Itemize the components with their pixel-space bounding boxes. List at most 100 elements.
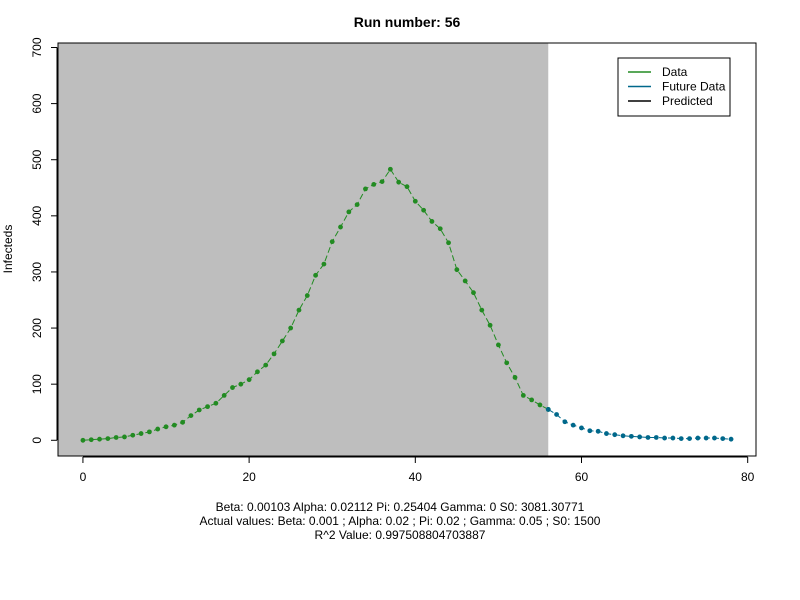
x-axis: 0 20 40 60 80 bbox=[80, 456, 755, 484]
y-axis: 0 100 200 300 400 500 600 700 bbox=[30, 37, 58, 444]
data-point bbox=[429, 219, 435, 224]
data-point bbox=[196, 407, 202, 413]
data-point bbox=[255, 369, 260, 375]
future-data-point bbox=[703, 435, 709, 441]
y-tick-label: 400 bbox=[30, 205, 44, 225]
data-point bbox=[88, 437, 94, 443]
future-data-point bbox=[712, 435, 717, 441]
legend-label: Future Data bbox=[662, 80, 726, 94]
data-point bbox=[313, 272, 318, 278]
future-data-point bbox=[720, 436, 726, 442]
data-point bbox=[138, 431, 144, 436]
y-tick-label: 100 bbox=[30, 374, 44, 394]
future-data-point bbox=[653, 435, 659, 440]
data-point bbox=[363, 186, 368, 192]
future-data-point bbox=[595, 428, 601, 434]
data-point bbox=[130, 432, 136, 438]
future-data-point bbox=[545, 407, 551, 412]
data-point bbox=[504, 360, 510, 366]
series-layer bbox=[80, 166, 734, 443]
future-data-point bbox=[612, 432, 618, 438]
future-data-point bbox=[678, 436, 684, 442]
future-data-point bbox=[695, 435, 701, 441]
data-point bbox=[155, 426, 161, 432]
data-point bbox=[80, 437, 86, 443]
data-point bbox=[113, 435, 119, 440]
y-tick-label: 700 bbox=[30, 37, 44, 57]
future-data-point bbox=[628, 433, 634, 439]
data-point bbox=[487, 322, 493, 328]
x-tick-label: 60 bbox=[575, 470, 589, 484]
data-point bbox=[238, 381, 244, 387]
chart-title: Run number: 56 bbox=[354, 14, 461, 30]
data-point bbox=[471, 290, 476, 296]
data-point bbox=[412, 198, 418, 204]
future-data-point bbox=[587, 428, 593, 434]
y-tick-label: 500 bbox=[30, 149, 44, 169]
future-data-point bbox=[570, 422, 576, 428]
data-point bbox=[338, 224, 343, 230]
data-point bbox=[446, 240, 451, 246]
data-point bbox=[263, 362, 269, 368]
data-point bbox=[147, 429, 152, 435]
shaded-region-layer bbox=[58, 43, 549, 456]
data-point bbox=[180, 419, 186, 425]
data-point bbox=[496, 342, 501, 348]
future-data-point bbox=[687, 436, 692, 442]
data-point bbox=[537, 402, 543, 408]
data-point bbox=[97, 436, 102, 442]
shaded-region bbox=[58, 43, 549, 456]
data-point bbox=[520, 392, 526, 398]
y-tick-label: 0 bbox=[30, 437, 44, 444]
y-tick-label: 600 bbox=[30, 93, 44, 113]
data-point bbox=[346, 209, 352, 215]
data-point bbox=[529, 397, 535, 403]
x-tick-label: 0 bbox=[80, 470, 87, 484]
future-data-point bbox=[662, 435, 667, 441]
y-tick-label: 300 bbox=[30, 262, 44, 282]
data-point bbox=[354, 202, 360, 208]
x-tick-label: 20 bbox=[242, 470, 256, 484]
x-tick-label: 80 bbox=[741, 470, 755, 484]
legend-label: Predicted bbox=[662, 94, 713, 108]
future-data-point bbox=[637, 434, 643, 440]
future-data-point bbox=[728, 436, 734, 442]
future-data-point bbox=[579, 425, 584, 431]
y-axis-label: Infecteds bbox=[1, 225, 15, 274]
x-tick-label: 40 bbox=[409, 470, 423, 484]
data-point bbox=[404, 184, 410, 190]
future-data-point bbox=[670, 435, 676, 441]
data-point bbox=[329, 239, 335, 245]
data-point bbox=[462, 278, 468, 284]
future-data-point bbox=[554, 412, 559, 417]
y-tick-label: 200 bbox=[30, 318, 44, 338]
fit-parameters-text: Beta: 0.00103 Alpha: 0.02112 Pi: 0.25404… bbox=[215, 500, 585, 514]
data-point bbox=[205, 404, 210, 410]
data-point bbox=[479, 307, 485, 313]
data-point bbox=[379, 179, 385, 185]
data-point bbox=[396, 179, 402, 185]
future-data-point bbox=[645, 435, 651, 440]
data-point bbox=[188, 413, 194, 418]
future-data-point bbox=[620, 433, 626, 439]
data-point bbox=[421, 207, 427, 213]
plot-frame bbox=[57, 42, 757, 457]
future-data-point bbox=[604, 431, 609, 436]
data-point bbox=[221, 392, 227, 398]
actual-values-text: Actual values: Beta: 0.001 ; Alpha: 0.02… bbox=[199, 514, 601, 528]
data-point bbox=[437, 226, 443, 232]
data-point bbox=[296, 307, 302, 313]
r-squared-text: R^2 Value: 0.997508804703887 bbox=[314, 528, 486, 542]
data-point bbox=[371, 182, 377, 187]
legend-label: Data bbox=[662, 65, 688, 79]
data-point bbox=[105, 436, 111, 442]
data-point bbox=[122, 434, 127, 440]
data-point bbox=[512, 375, 518, 380]
data-point bbox=[321, 261, 327, 267]
future-data-line bbox=[548, 408, 732, 440]
data-point bbox=[454, 267, 460, 273]
data-point bbox=[288, 325, 294, 331]
data-point bbox=[271, 351, 277, 357]
data-point bbox=[279, 338, 285, 344]
